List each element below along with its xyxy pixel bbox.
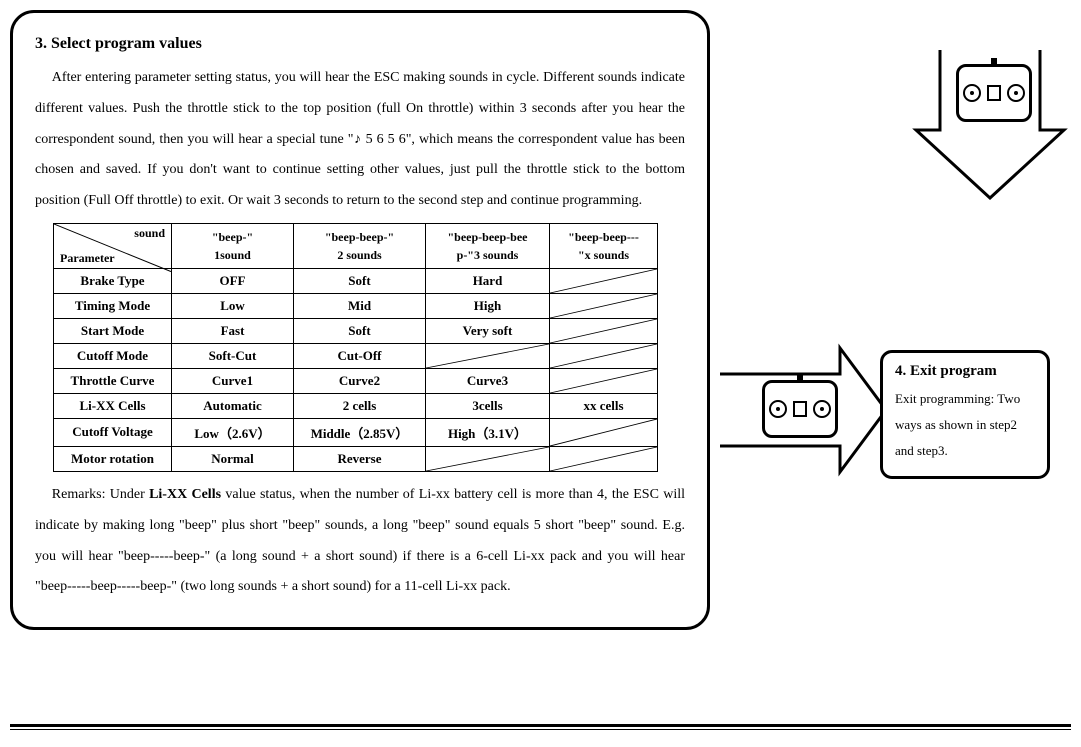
left-stick-icon: [769, 400, 787, 418]
na-cell: x: [426, 343, 550, 368]
na-cell: x: [550, 293, 658, 318]
value-cell: Cut-Off: [294, 343, 426, 368]
parameter-table: sound Parameter "beep-"1sound"beep-beep-…: [53, 223, 658, 472]
value-cell: OFF: [172, 268, 294, 293]
table-row: Cutoff ModeSoft-CutCut-Offxx: [54, 343, 658, 368]
section-3-paragraph: After entering parameter setting status,…: [35, 63, 685, 217]
na-cell: x: [550, 368, 658, 393]
transmitter-icon: [762, 380, 838, 438]
table-row: Cutoff VoltageLow（2.6V）Middle（2.85V）High…: [54, 418, 658, 446]
value-cell: 3cells: [426, 393, 550, 418]
value-cell: Low: [172, 293, 294, 318]
param-cell: Brake Type: [54, 268, 172, 293]
tx-screen-icon: [793, 401, 807, 417]
value-cell: Normal: [172, 446, 294, 471]
param-cell: Throttle Curve: [54, 368, 172, 393]
value-cell: Low（2.6V）: [172, 418, 294, 446]
right-column: 4. Exit program Exit programming: Two wa…: [710, 10, 1070, 710]
na-cell: x: [550, 446, 658, 471]
right-stick-icon: [1007, 84, 1025, 102]
value-cell: Fast: [172, 318, 294, 343]
remarks-bold: Li-XX Cells: [149, 487, 221, 502]
table-col-header: "beep-beep---"x sounds: [550, 223, 658, 268]
value-cell: Hard: [426, 268, 550, 293]
value-cell: Soft-Cut: [172, 343, 294, 368]
table-col-header: "beep-"1sound: [172, 223, 294, 268]
value-cell: xx cells: [550, 393, 658, 418]
remarks-prefix: Remarks: Under: [52, 487, 149, 502]
left-stick-icon: [963, 84, 981, 102]
section-4-body: Exit programming: Two ways as shown in s…: [895, 386, 1035, 464]
table-header-row: sound Parameter "beep-"1sound"beep-beep-…: [54, 223, 658, 268]
value-cell: Curve3: [426, 368, 550, 393]
value-cell: Reverse: [294, 446, 426, 471]
table-row: Timing ModeLowMidHighx: [54, 293, 658, 318]
na-cell: x: [550, 318, 658, 343]
right-stick-icon: [813, 400, 831, 418]
param-cell: Cutoff Mode: [54, 343, 172, 368]
section-4-panel: 4. Exit program Exit programming: Two wa…: [880, 350, 1050, 479]
corner-top-label: sound: [134, 226, 165, 241]
param-cell: Timing Mode: [54, 293, 172, 318]
remarks-rest: value status, when the number of Li-xx b…: [35, 487, 685, 594]
table-row: Li-XX CellsAutomatic2 cells3cellsxx cell…: [54, 393, 658, 418]
table-col-header: "beep-beep-"2 sounds: [294, 223, 426, 268]
corner-bottom-label: Parameter: [60, 251, 115, 266]
right-arrow-graphic: [720, 340, 890, 480]
value-cell: Middle（2.85V）: [294, 418, 426, 446]
value-cell: Very soft: [426, 318, 550, 343]
value-cell: Curve2: [294, 368, 426, 393]
tx-screen-icon: [987, 85, 1001, 101]
na-cell: x: [550, 418, 658, 446]
value-cell: Automatic: [172, 393, 294, 418]
value-cell: Mid: [294, 293, 426, 318]
na-cell: x: [426, 446, 550, 471]
down-arrow-graphic: [910, 50, 1070, 200]
value-cell: Soft: [294, 318, 426, 343]
param-cell: Li-XX Cells: [54, 393, 172, 418]
table-corner-cell: sound Parameter: [54, 223, 172, 268]
table-row: Motor rotationNormalReversexx: [54, 446, 658, 471]
transmitter-icon: [956, 64, 1032, 122]
value-cell: High（3.1V）: [426, 418, 550, 446]
param-cell: Start Mode: [54, 318, 172, 343]
table-row: Throttle CurveCurve1Curve2Curve3x: [54, 368, 658, 393]
remarks-paragraph: Remarks: Under Li-XX Cells value status,…: [35, 480, 685, 603]
na-cell: x: [550, 343, 658, 368]
param-cell: Cutoff Voltage: [54, 418, 172, 446]
param-cell: Motor rotation: [54, 446, 172, 471]
table-row: Start ModeFastSoftVery softx: [54, 318, 658, 343]
section-4-heading: 4. Exit program: [895, 363, 1035, 380]
section-3-panel: 3. Select program values After entering …: [10, 10, 710, 630]
na-cell: x: [550, 268, 658, 293]
value-cell: Soft: [294, 268, 426, 293]
bottom-rule: [10, 724, 1071, 730]
table-col-header: "beep-beep-beep-"3 sounds: [426, 223, 550, 268]
table-row: Brake TypeOFFSoftHardx: [54, 268, 658, 293]
value-cell: High: [426, 293, 550, 318]
value-cell: Curve1: [172, 368, 294, 393]
section-3-heading: 3. Select program values: [35, 35, 685, 53]
value-cell: 2 cells: [294, 393, 426, 418]
table-body: Brake TypeOFFSoftHardxTiming ModeLowMidH…: [54, 268, 658, 471]
